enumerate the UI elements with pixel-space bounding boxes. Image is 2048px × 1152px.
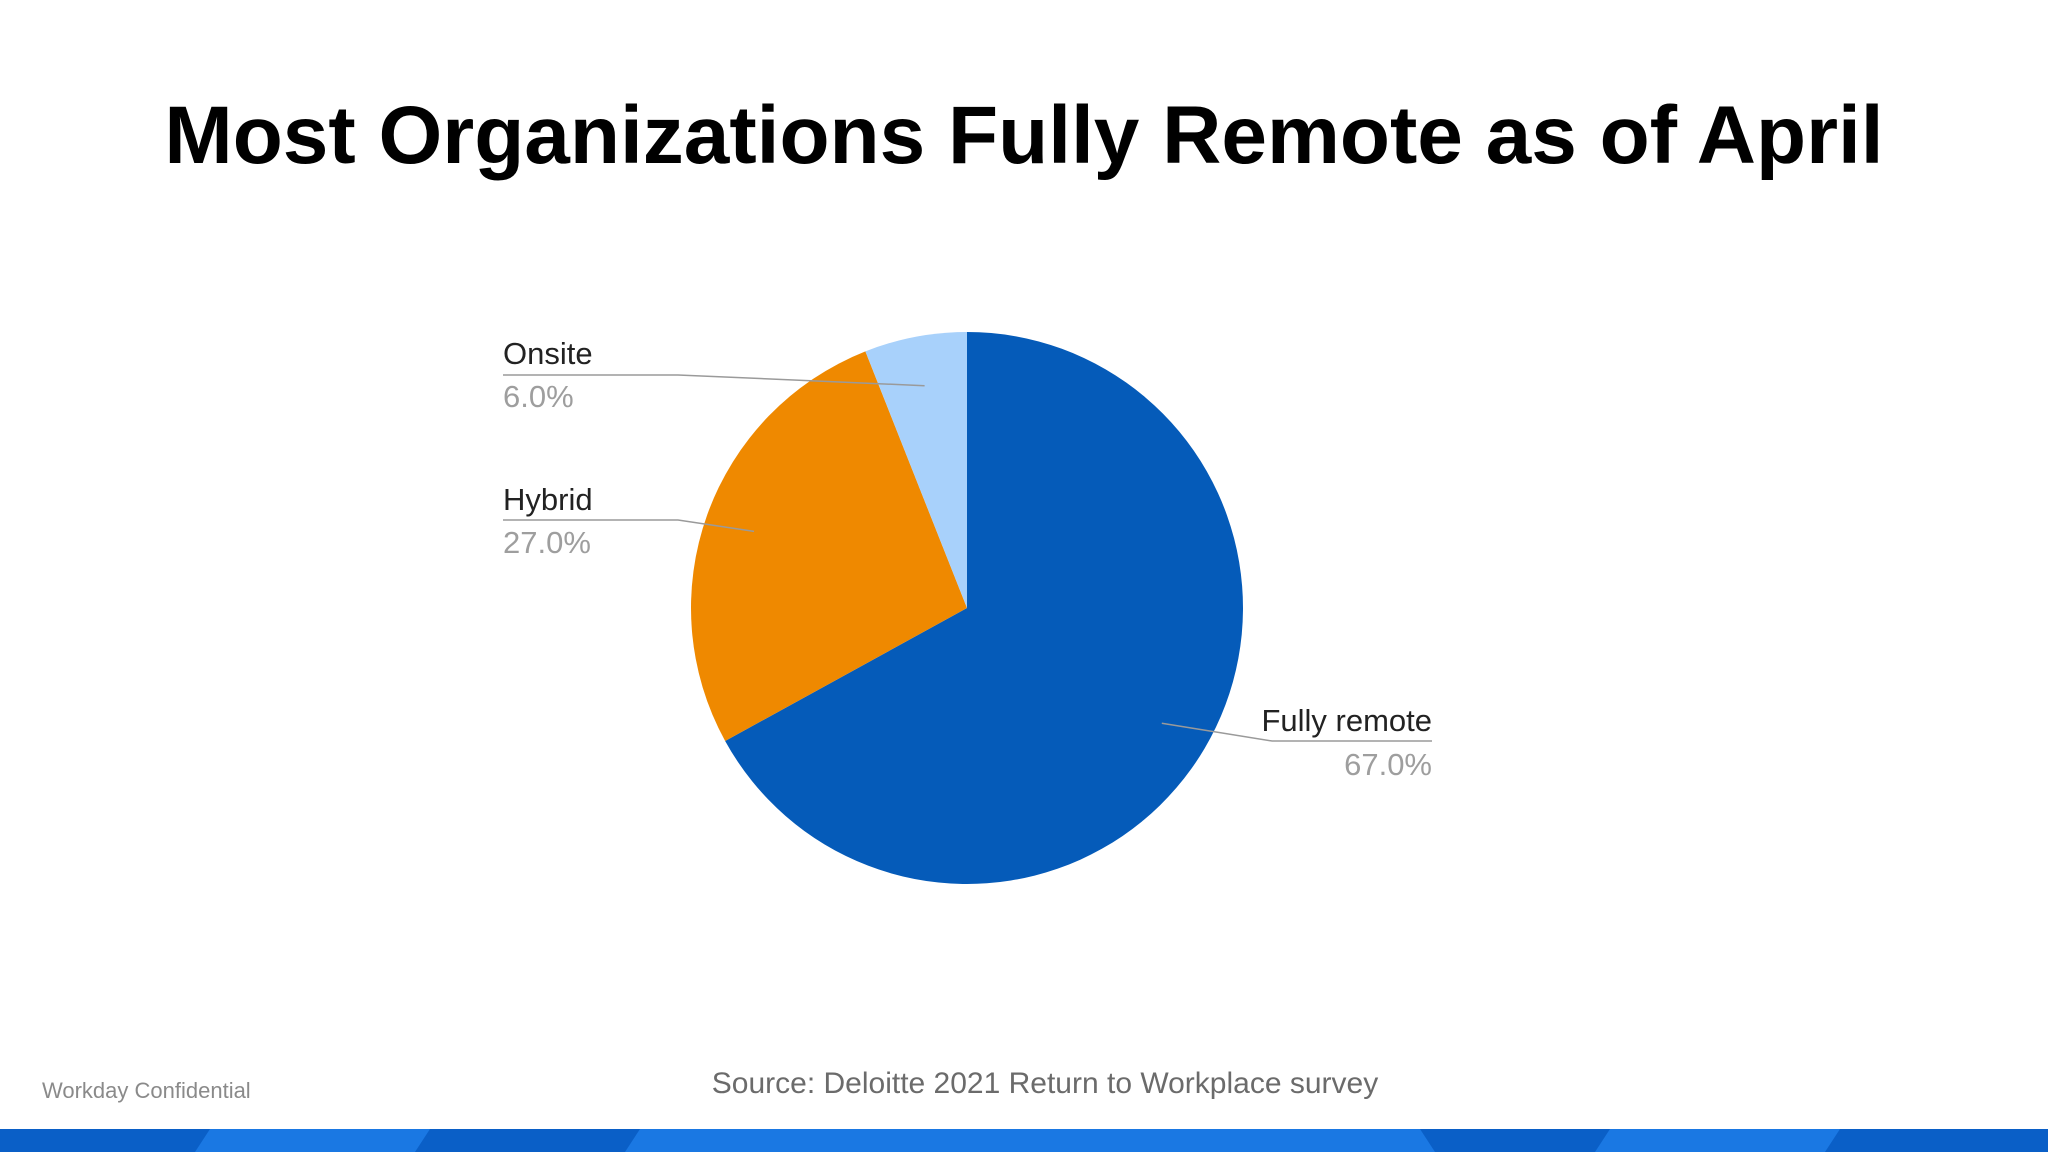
slice-value-onsite: 6.0% <box>503 379 574 414</box>
leader-line-hybrid <box>503 519 755 533</box>
slice-value-fully-remote: 67.0% <box>1344 747 1432 782</box>
bottom-brand-band <box>0 1129 2048 1152</box>
confidential-footer: Workday Confidential <box>42 1078 251 1103</box>
slide-title: Most Organizations Fully Remote as of Ap… <box>164 90 1884 181</box>
slice-value-hybrid: 27.0% <box>503 525 591 560</box>
slice-label-onsite: Onsite <box>503 336 593 371</box>
pie-slice-fully-remote <box>725 332 1243 884</box>
source-footer: Source: Deloitte 2021 Return to Workplac… <box>711 1067 1379 1100</box>
pie-slice-hybrid <box>691 351 967 741</box>
slice-label-hybrid: Hybrid <box>503 482 593 517</box>
leader-line-fully-remote <box>1161 722 1432 742</box>
leader-line-onsite <box>503 374 925 387</box>
pie-slice-onsite <box>865 332 967 608</box>
slice-label-fully-remote: Fully remote <box>1261 703 1432 738</box>
